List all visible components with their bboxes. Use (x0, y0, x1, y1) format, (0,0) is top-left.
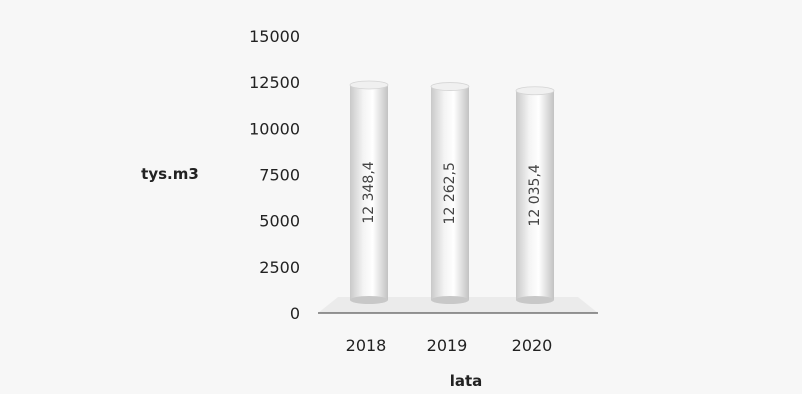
y-tick-label: 15000 (249, 27, 300, 46)
y-tick-label: 7500 (259, 166, 300, 185)
bar-value-label: 12 262,5 (442, 162, 458, 224)
y-axis-ticks: 15000 12500 10000 7500 5000 2500 0 (249, 27, 300, 323)
bar-body (350, 84, 388, 300)
bar: 12 035,4 (515, 86, 555, 304)
bar-base (350, 296, 388, 304)
bar-top (515, 86, 555, 96)
bar-top (430, 82, 470, 91)
bar-base (431, 296, 469, 304)
y-tick-label: 5000 (259, 212, 300, 231)
y-tick-label: 10000 (249, 119, 300, 138)
bar-body (516, 90, 554, 300)
x-axis-ticks: 2018 2019 2020 (346, 336, 553, 355)
bar-value-label: 12 035,4 (527, 164, 543, 226)
bar-base (516, 296, 554, 304)
x-tick-label: 2019 (427, 336, 468, 355)
bar: 12 262,5 (430, 82, 470, 304)
bar-body (431, 86, 469, 301)
y-tick-label: 2500 (259, 258, 300, 277)
bar-value-label: 12 348,4 (361, 161, 377, 223)
y-tick-label: 12500 (249, 73, 300, 92)
bar: 12 348,4 (349, 80, 389, 304)
x-tick-label: 2020 (512, 336, 553, 355)
bar-top (349, 80, 389, 90)
y-axis-title: tys.m3 (141, 165, 199, 183)
x-tick-label: 2018 (346, 336, 387, 355)
bars-group: 12 348,4 12 262,5 12 035,4 (349, 80, 555, 304)
x-axis-title: lata (450, 372, 483, 390)
y-tick-label: 0 (290, 304, 300, 323)
